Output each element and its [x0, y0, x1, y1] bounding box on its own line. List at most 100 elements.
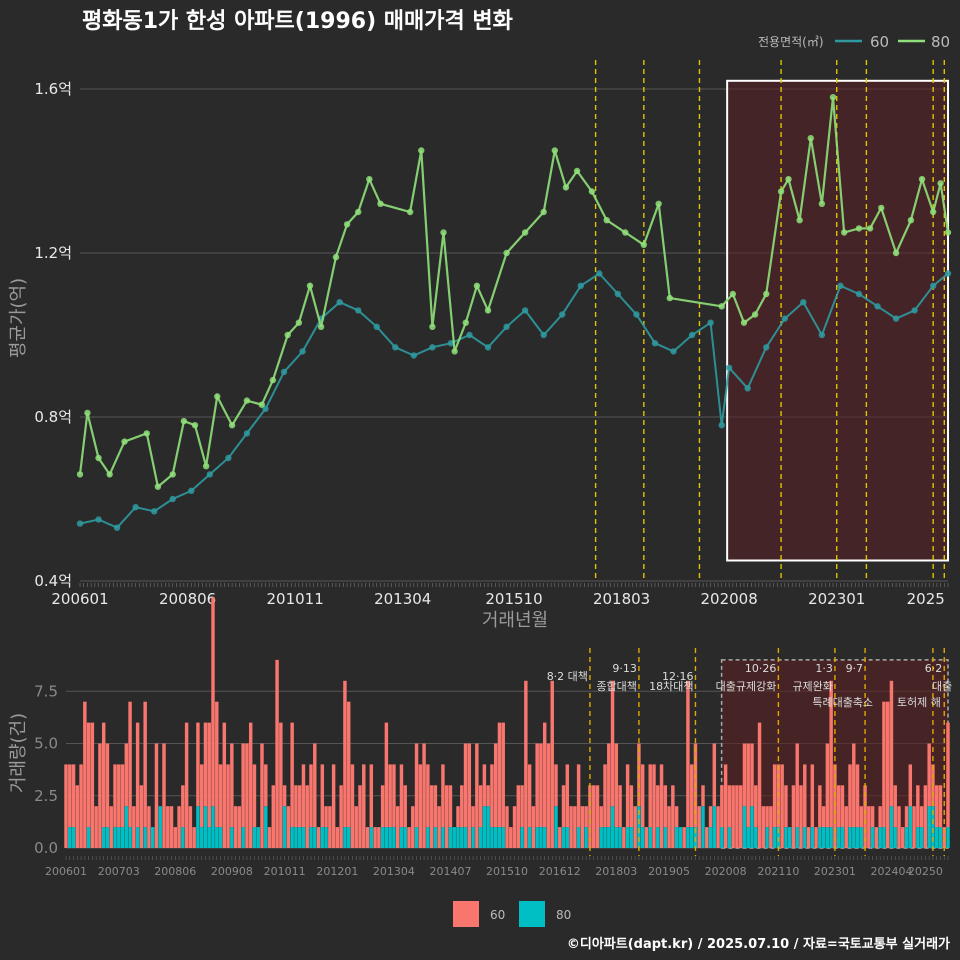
volume-bar-80: [610, 806, 615, 848]
y-tick-label: 0.0: [34, 839, 58, 857]
volume-bar-60: [456, 806, 460, 828]
volume-bar-60: [135, 722, 140, 828]
volume-bar-80: [712, 806, 717, 848]
volume-bar-60: [803, 764, 807, 828]
volume-bar-60: [927, 743, 931, 807]
volume-bar-80: [720, 827, 724, 848]
volume-bar-60: [241, 743, 245, 828]
volume-bar-60: [463, 743, 468, 828]
data-point-80: [106, 471, 113, 478]
volume-bar-60: [478, 785, 483, 828]
x-tick-label: 201905: [648, 865, 690, 878]
x-tick-label: 200703: [98, 865, 140, 878]
volume-bar-60: [286, 806, 291, 848]
volume-bar-60: [723, 764, 728, 848]
policy-label: 토허제 해: [897, 695, 941, 709]
volume-bar-60: [648, 764, 652, 828]
data-point-80: [588, 188, 596, 195]
volume-bar-60: [230, 743, 234, 828]
data-point-80: [751, 311, 759, 318]
data-point-80: [228, 422, 236, 429]
data-point-60: [262, 405, 269, 412]
data-point-80: [191, 422, 199, 429]
data-point-80: [332, 253, 340, 261]
data-point-80: [154, 483, 162, 490]
volume-bar-80: [456, 827, 460, 848]
volume-bar-60: [821, 806, 826, 828]
volume-bar-60: [211, 597, 215, 807]
volume-bar-80: [818, 827, 822, 848]
volume-bar-80: [527, 827, 532, 848]
volume-bar-60: [912, 806, 916, 848]
volume-bar-60: [791, 785, 796, 848]
data-point-60: [225, 454, 232, 462]
volume-legend-swatch-80: [519, 901, 545, 927]
data-point-80: [76, 471, 84, 478]
volume-bar-60: [226, 764, 230, 848]
x-tick-label: 202110: [757, 865, 799, 878]
volume-bar-80: [199, 827, 204, 848]
data-point-60: [521, 307, 529, 314]
volume-bar-60: [754, 785, 758, 828]
volume-bar-80: [346, 827, 351, 848]
y-tick-label: 7.5: [34, 682, 58, 700]
volume-bar-80: [750, 806, 754, 848]
volume-bar-80: [840, 827, 845, 848]
volume-bar-80: [584, 827, 588, 848]
data-point-80: [840, 229, 848, 236]
volume-bar-80: [471, 827, 475, 848]
data-point-60: [466, 331, 473, 339]
volume-bar-60: [697, 806, 701, 848]
volume-bar-60: [365, 827, 370, 848]
y-tick-label: 0.8억: [34, 408, 72, 426]
x-tick-label: 202404: [870, 865, 912, 878]
volume-bar-60: [75, 785, 80, 848]
volume-bar-60: [750, 743, 754, 807]
volume-bar-60: [162, 743, 166, 848]
volume-bar-60: [859, 806, 864, 828]
volume-bar-60: [610, 680, 615, 807]
volume-bar-60: [558, 827, 562, 848]
volume-bar-80: [324, 827, 328, 848]
data-point-80: [622, 229, 629, 236]
volume-bar-60: [584, 806, 588, 828]
data-point-80: [451, 348, 458, 355]
volume-bar-80: [426, 827, 430, 848]
volume-bar-80: [490, 827, 494, 848]
volume-bar-80: [625, 827, 630, 848]
data-point-80: [84, 409, 91, 417]
data-point-80: [807, 135, 814, 142]
data-point-80: [855, 225, 863, 232]
volume-bar-60: [731, 785, 735, 848]
volume-bar-80: [241, 827, 245, 848]
data-point-60: [892, 315, 900, 322]
volume-bar-60: [580, 806, 585, 848]
data-point-60: [688, 331, 696, 339]
volume-bar-80: [309, 827, 313, 848]
volume-bar-60: [493, 743, 498, 828]
data-point-60: [132, 504, 139, 511]
volume-bar-80: [904, 827, 909, 848]
y-tick-label: 1.6억: [34, 80, 72, 98]
volume-bar-80: [859, 827, 864, 848]
volume-bar-80: [829, 827, 833, 848]
data-point-80: [655, 200, 662, 207]
x-tick-label: 201510: [486, 865, 528, 878]
data-point-80: [562, 184, 570, 191]
volume-legend-label-80: 80: [556, 908, 571, 922]
data-point-80: [878, 204, 885, 212]
volume-bar-60: [818, 785, 822, 828]
data-point-80: [180, 417, 188, 425]
x-tick-label: 201407: [429, 865, 471, 878]
volume-bar-80: [105, 827, 110, 848]
volume-bar-80: [852, 827, 856, 848]
volume-bar-80: [554, 806, 558, 848]
x-tick-label: 201011: [264, 865, 306, 878]
volume-bar-60: [117, 764, 121, 828]
x-tick-label: 202008: [701, 590, 758, 608]
volume-bar-80: [810, 827, 815, 848]
data-point-80: [366, 176, 373, 183]
data-point-60: [559, 311, 566, 318]
volume-bar-80: [120, 827, 125, 848]
volume-bar-60: [354, 806, 358, 848]
